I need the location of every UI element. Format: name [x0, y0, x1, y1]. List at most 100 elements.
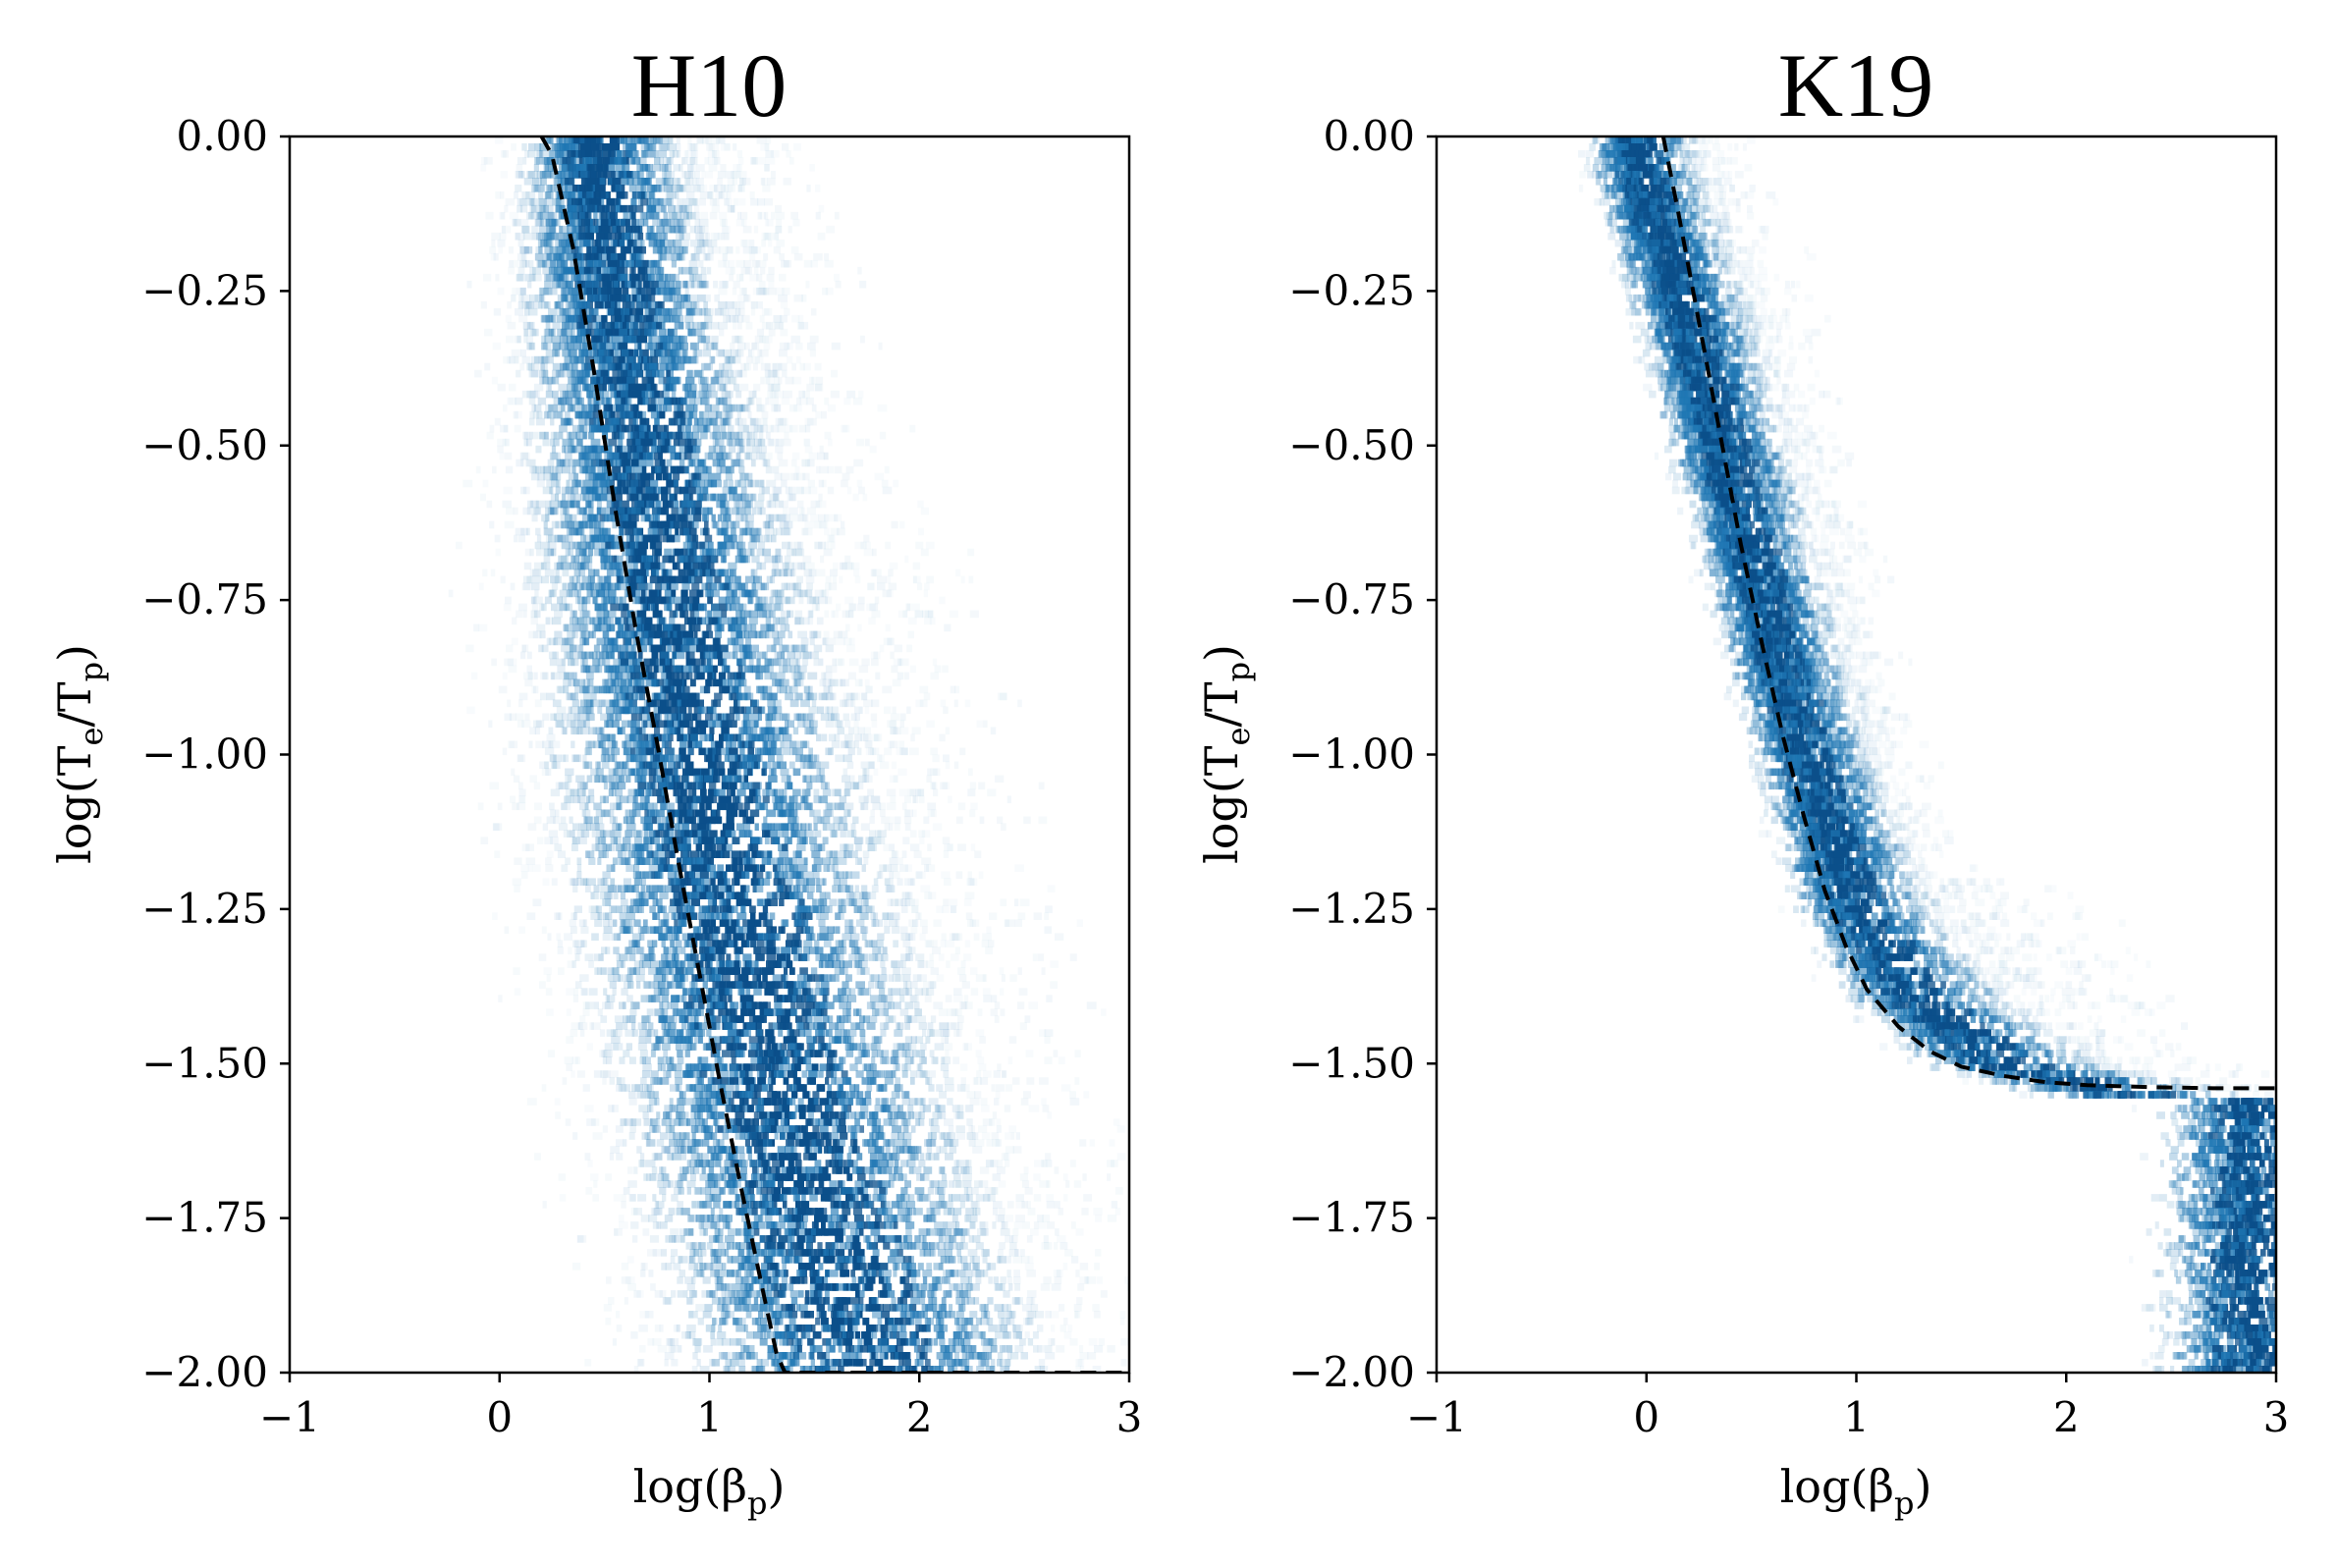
h10-density-cell [768, 438, 775, 447]
h10-density-cell [643, 143, 649, 151]
h10-density-cell [659, 321, 666, 330]
h10-density-cell [766, 534, 773, 543]
h10-density-cell [620, 596, 626, 605]
h10-density-cell [577, 603, 584, 612]
h10-density-cell [528, 259, 534, 268]
h10-density-cell [652, 245, 663, 254]
h10-density-cell [764, 376, 771, 385]
h10-density-cell [560, 507, 567, 515]
h10-density-cell [670, 452, 679, 460]
h10-density-cell [669, 514, 674, 522]
h10-density-cell [578, 465, 587, 474]
h10-density-cell [608, 355, 614, 364]
h10-density-cell [739, 178, 744, 186]
h10-density-cell [680, 171, 686, 179]
h10-density-cell [588, 472, 598, 481]
h10-density-cell [712, 438, 719, 447]
h10-density-cell [738, 300, 745, 309]
h10-density-cell [523, 431, 530, 440]
h10-density-cell [706, 266, 712, 275]
h10-density-cell [683, 218, 691, 227]
h10-density-cell [554, 218, 561, 227]
h10-density-cell [555, 232, 564, 241]
h10-density-cell [740, 514, 748, 522]
h10-density-cell [751, 342, 757, 351]
h10-density-cell [597, 617, 605, 625]
h10-density-cell [637, 287, 648, 296]
h10-density-cell [498, 288, 505, 296]
h10-density-cell [779, 342, 789, 351]
h10-density-cell [718, 191, 723, 199]
h10-density-cell [549, 507, 558, 515]
h10-density-cell [783, 178, 791, 186]
h10-density-cell [778, 294, 788, 302]
h10-density-cell [811, 376, 817, 385]
h10-density-cell [688, 197, 698, 206]
h10-density-cell [640, 514, 645, 522]
h10-density-cell [545, 617, 550, 625]
h10-density-cell [676, 307, 682, 316]
h10-density-cell [632, 349, 638, 357]
h10-density-cell [757, 603, 763, 612]
h10-density-cell [756, 596, 763, 605]
h10-density-cell [594, 300, 604, 309]
h10-density-cell [664, 171, 672, 179]
h10-density-cell [622, 404, 631, 412]
h10-density-cell [581, 575, 591, 584]
h10-density-cell [728, 445, 736, 454]
h10-density-cell [725, 404, 731, 412]
h10-density-cell [502, 500, 512, 509]
h10-density-cell [540, 239, 547, 247]
h10-density-cell [595, 185, 605, 192]
h10-density-cell [619, 328, 627, 337]
h10-density-cell [596, 321, 602, 330]
h10-density-cell [619, 617, 625, 625]
h10-density-cell [758, 486, 765, 495]
h10-density-cell [758, 452, 767, 460]
h10-density-cell [525, 300, 533, 309]
h10-density-cell [606, 493, 614, 502]
h10-density-cell [775, 225, 783, 234]
h10-density-cell [806, 185, 811, 192]
h10-density-cell [523, 245, 532, 254]
h10-density-cell [772, 589, 778, 598]
h10-density-cell [802, 527, 813, 536]
h10-density-cell [616, 307, 622, 316]
h10-density-cell [722, 397, 732, 406]
h10-density-cell [573, 397, 582, 406]
h10-density-cell [586, 321, 593, 330]
h10-density-cell [546, 410, 557, 419]
h10-density-cell [680, 596, 690, 605]
h10-density-cell [664, 548, 673, 557]
h10-density-cell [759, 479, 765, 488]
h10-density-cell [581, 300, 591, 309]
h10-density-cell [715, 472, 722, 481]
h10-density-cell [595, 452, 602, 460]
h10-density-cell [643, 397, 649, 406]
h10-density-cell [731, 507, 739, 515]
h10-density-cell [671, 507, 679, 515]
h10-density-cell [614, 582, 620, 591]
h10-density-cell [689, 211, 700, 220]
h10-density-cell [573, 541, 582, 550]
h10-density-cell [548, 218, 557, 227]
h10-density-cell [573, 568, 581, 577]
h10-density-cell [562, 335, 569, 344]
h10-density-cell [809, 349, 816, 357]
h10-density-cell [733, 355, 741, 364]
h10-density-cell [735, 404, 743, 412]
h10-density-cell [727, 178, 734, 186]
h10-density-cell [678, 410, 686, 419]
h10-density-cell [597, 349, 605, 357]
h10-density-cell [671, 259, 677, 268]
h10-density-cell [597, 479, 607, 488]
h10-density-cell [557, 294, 568, 302]
h10-density-cell [659, 349, 668, 357]
h10-density-cell [868, 618, 875, 625]
h10-density-cell [690, 157, 697, 165]
h10-density-cell [702, 527, 709, 536]
h10-density-cell [639, 211, 648, 220]
h10-density-cell [606, 218, 612, 227]
h10-density-cell [607, 335, 613, 344]
h10-density-cell [647, 527, 658, 536]
